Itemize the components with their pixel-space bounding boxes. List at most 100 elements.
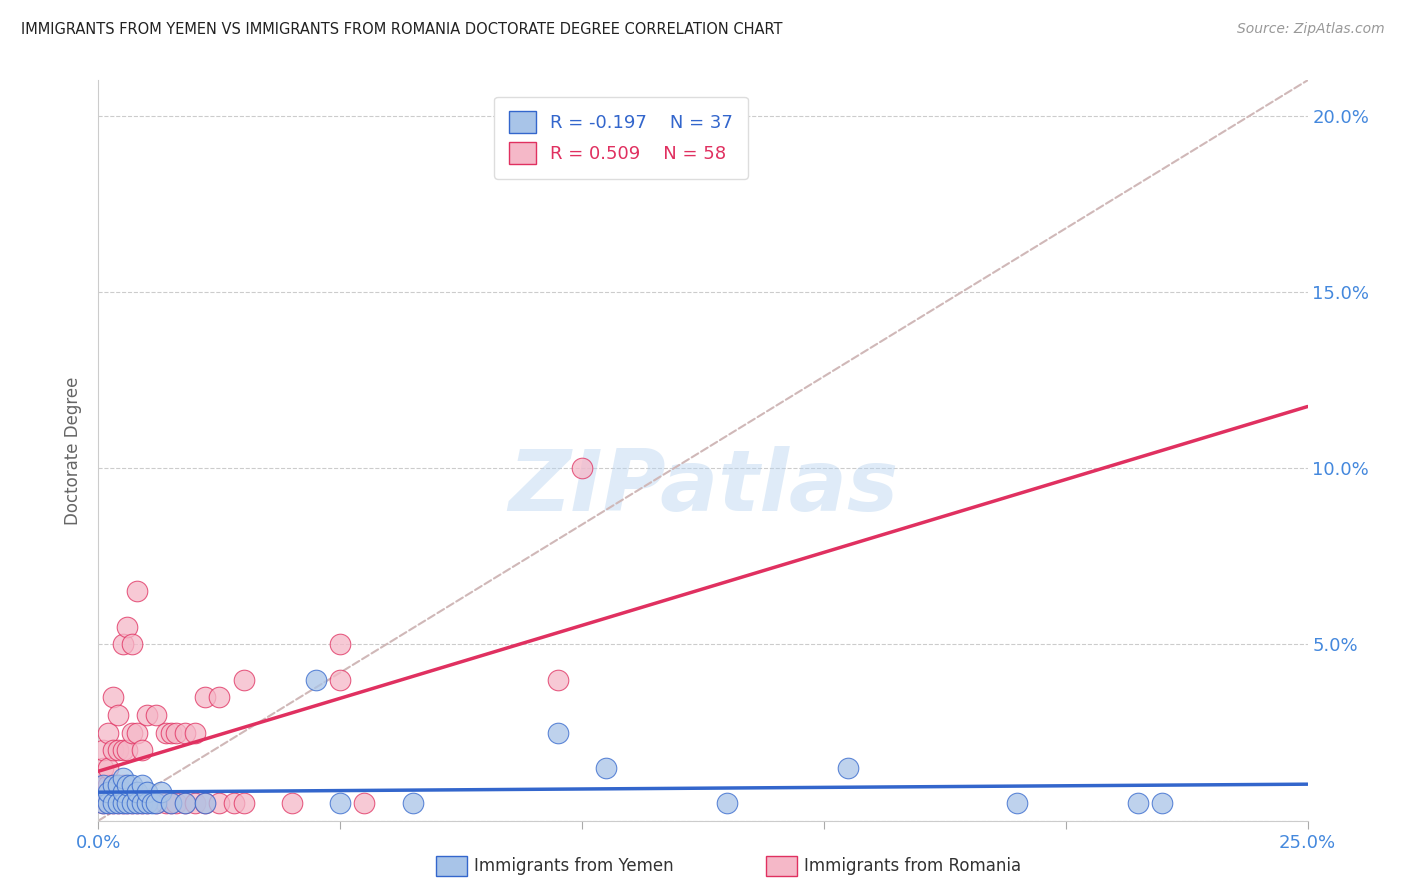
Point [111,637,134,651]
Point [131,796,153,810]
Point [131,796,153,810]
Point [194,796,217,810]
Point [547,673,569,687]
Point [155,796,177,810]
Point [121,778,143,792]
Point [145,796,167,810]
Point [101,743,124,757]
Point [329,673,352,687]
Point [208,796,231,810]
Point [1007,796,1029,810]
Point [107,778,129,792]
Point [111,743,134,757]
Point [107,796,129,810]
Point [101,778,124,792]
Point [117,620,139,634]
Point [121,725,143,739]
Point [121,796,143,810]
Point [101,796,124,810]
Point [127,584,149,599]
Point [595,761,617,775]
Point [91,761,114,775]
Point [97,778,120,792]
Point [155,725,177,739]
Point [117,778,139,792]
Point [353,796,375,810]
Point [111,785,134,799]
Point [131,743,153,757]
Legend: R = -0.197    N = 37, R = 0.509    N = 58: R = -0.197 N = 37, R = 0.509 N = 58 [495,96,748,178]
Point [127,785,149,799]
Point [91,796,114,810]
Point [101,690,124,705]
Point [91,743,114,757]
Point [160,725,183,739]
Point [1152,796,1174,810]
Point [547,725,569,739]
Point [571,461,593,475]
Point [194,690,217,705]
Point [305,673,328,687]
Point [716,796,738,810]
Point [165,725,187,739]
Text: Source: ZipAtlas.com: Source: ZipAtlas.com [1237,22,1385,37]
Point [165,796,187,810]
Point [97,761,120,775]
Point [121,637,143,651]
Point [232,673,254,687]
Point [111,796,134,810]
Point [174,796,197,810]
Point [97,785,120,799]
Point [127,725,149,739]
Point [174,796,197,810]
Y-axis label: Doctorate Degree: Doctorate Degree [65,376,83,524]
Point [329,796,352,810]
Point [101,796,124,810]
Point [402,796,425,810]
Text: Immigrants from Romania: Immigrants from Romania [804,857,1021,875]
Point [111,778,134,792]
Text: ZIPatlas: ZIPatlas [508,446,898,529]
Point [174,725,197,739]
Point [145,707,167,722]
Point [121,796,143,810]
Point [160,796,183,810]
Point [117,743,139,757]
Point [91,796,114,810]
Text: Immigrants from Yemen: Immigrants from Yemen [474,857,673,875]
Point [131,778,153,792]
Point [160,796,183,810]
Point [145,796,167,810]
Point [91,778,114,792]
Point [111,772,134,786]
Point [232,796,254,810]
Point [208,690,231,705]
Point [111,796,134,810]
Point [1128,796,1150,810]
Point [135,796,157,810]
Point [127,796,149,810]
Point [150,785,173,799]
Point [107,743,129,757]
Point [107,796,129,810]
Point [141,796,163,810]
Point [222,796,245,810]
Point [97,796,120,810]
Point [135,707,157,722]
Point [281,796,304,810]
Point [184,796,207,810]
Point [107,778,129,792]
Point [117,796,139,810]
Point [101,778,124,792]
Point [329,637,352,651]
Point [135,796,157,810]
Point [194,796,217,810]
Point [135,785,157,799]
Point [184,725,207,739]
Point [107,707,129,722]
Point [97,796,120,810]
Point [117,796,139,810]
Point [837,761,859,775]
Point [91,778,114,792]
Point [127,796,149,810]
